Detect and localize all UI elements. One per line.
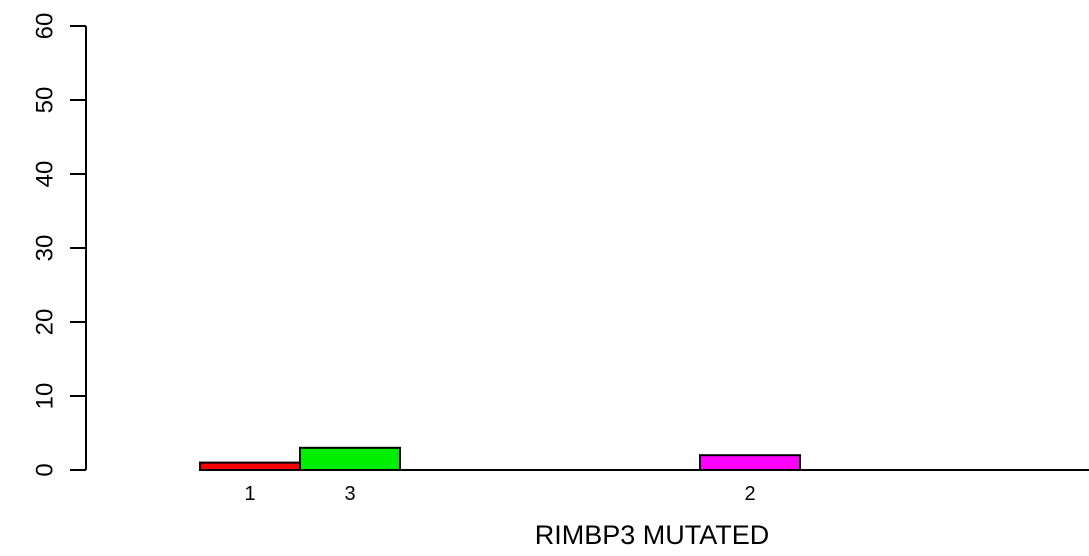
y-tick-label: 40: [32, 161, 59, 188]
y-tick-label: 0: [32, 463, 59, 476]
category-label: 1: [244, 483, 255, 505]
y-tick-label: 20: [32, 309, 59, 336]
bars: [199, 446, 801, 472]
y-tick-label: 50: [32, 87, 59, 114]
bar: [199, 461, 301, 472]
y-tick-label: 30: [32, 235, 59, 262]
category-labels: 1 3 2: [244, 483, 755, 505]
bar: [699, 454, 801, 472]
y-tick-label: 60: [32, 13, 59, 40]
category-label: 2: [744, 483, 755, 505]
y-tick-label: 10: [32, 383, 59, 410]
category-label: 3: [344, 483, 355, 505]
y-axis: 0 10 20 30 40 50 60: [32, 13, 87, 477]
x-axis-label: RIMBP3 MUTATED: [535, 520, 770, 550]
bar: [299, 446, 401, 471]
